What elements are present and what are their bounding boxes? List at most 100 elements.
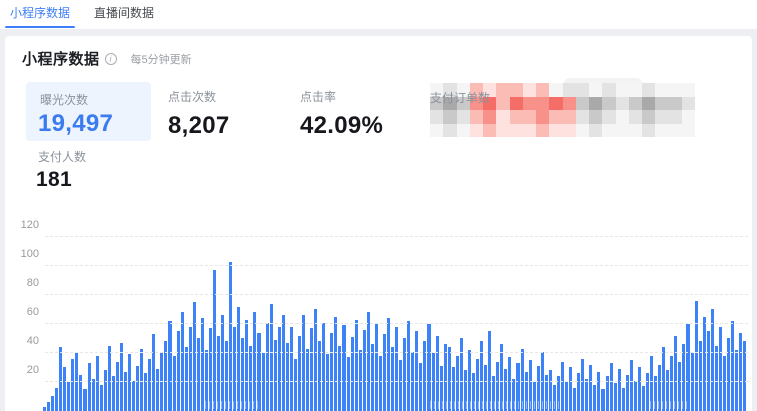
mosaic-cell (443, 110, 457, 124)
bar (391, 347, 395, 411)
y-axis-tick-label: 120 (20, 219, 39, 231)
mosaic-cell (536, 83, 550, 97)
tab-miniprogram-data[interactable]: 小程序数据 (4, 0, 76, 29)
bar (115, 362, 119, 411)
bar (51, 396, 55, 411)
mosaic-cell (483, 123, 497, 137)
bar (314, 309, 318, 411)
mosaic-cell (589, 123, 603, 137)
miniprogram-data-chart[interactable]: 20 40 60 80 100 120 (5, 219, 752, 411)
bar (322, 323, 326, 411)
bar (645, 373, 650, 411)
bar (609, 363, 613, 411)
bar (544, 375, 548, 411)
bar (111, 376, 115, 411)
info-icon[interactable]: i (104, 52, 117, 65)
bar (735, 350, 739, 411)
bar (670, 356, 674, 411)
mosaic-cell (681, 83, 695, 97)
mosaic-cell (681, 123, 695, 137)
mosaic-cell (655, 110, 669, 124)
bar (714, 346, 718, 411)
mosaic-cell (536, 110, 550, 124)
tab-label: 直播间数据 (94, 6, 155, 20)
bar (451, 367, 455, 411)
bar (585, 379, 589, 411)
bar (354, 320, 358, 411)
bar (492, 376, 496, 411)
bar (249, 346, 253, 411)
bar (605, 376, 609, 411)
bar (382, 334, 386, 411)
bar (184, 347, 188, 411)
bar (662, 347, 666, 411)
bar (99, 385, 103, 411)
metric-label: 点击率 (300, 90, 337, 104)
mosaic-cell (536, 96, 550, 110)
bar (350, 337, 354, 411)
bar (43, 407, 47, 411)
bar (678, 362, 682, 411)
bar (617, 369, 621, 411)
bar (204, 350, 208, 411)
bar (548, 370, 552, 411)
mosaic-cell (655, 96, 669, 110)
mosaic-cell (589, 83, 603, 97)
y-axis-tick-label: 60 (26, 306, 39, 318)
bar (253, 312, 257, 411)
bar (241, 338, 245, 411)
bar (95, 356, 99, 411)
bar (419, 363, 423, 411)
bar (706, 331, 710, 411)
watermark-marks (650, 401, 730, 409)
bar (293, 359, 297, 411)
mosaic-cell (615, 96, 629, 110)
mosaic-cell (430, 110, 444, 124)
bar (103, 370, 107, 411)
bar (334, 317, 338, 411)
bar (229, 262, 233, 411)
bar (431, 353, 435, 411)
bar (512, 379, 516, 411)
mosaic-cell (562, 83, 576, 97)
mosaic-cell (602, 110, 616, 124)
bar (208, 328, 212, 411)
bar (140, 349, 144, 411)
bar (423, 341, 427, 411)
bar (374, 324, 378, 411)
bar (569, 367, 573, 411)
mosaic-cell (456, 123, 470, 137)
bar (532, 382, 536, 411)
bar (565, 382, 569, 411)
mosaic-cell (615, 83, 629, 97)
bar (119, 343, 123, 411)
bar (91, 379, 95, 411)
bar (152, 334, 156, 411)
bar (261, 353, 265, 411)
bar (217, 336, 221, 411)
tab-livestream-data[interactable]: 直播间数据 (92, 0, 156, 29)
bar (403, 338, 407, 411)
mosaic-cell (628, 110, 642, 124)
metric-value: 19,497 (38, 110, 114, 137)
bar (504, 369, 508, 411)
mosaic-cell (509, 96, 523, 110)
bar (63, 367, 67, 411)
mosaic-cell (483, 83, 497, 97)
bar (386, 318, 391, 411)
bar (407, 321, 411, 411)
bar (362, 330, 366, 411)
mosaic-cell (668, 96, 682, 110)
bar (47, 402, 51, 411)
mosaic-cell (509, 83, 523, 97)
mosaic-cell (562, 123, 576, 137)
mosaic-cell (668, 110, 682, 124)
tab-label: 小程序数据 (10, 6, 71, 20)
bar (330, 333, 334, 411)
mosaic-cell (430, 96, 444, 110)
bar (476, 359, 480, 411)
bar (447, 347, 451, 411)
bar (633, 381, 637, 411)
bar (435, 336, 439, 411)
mosaic-cell (562, 96, 576, 110)
